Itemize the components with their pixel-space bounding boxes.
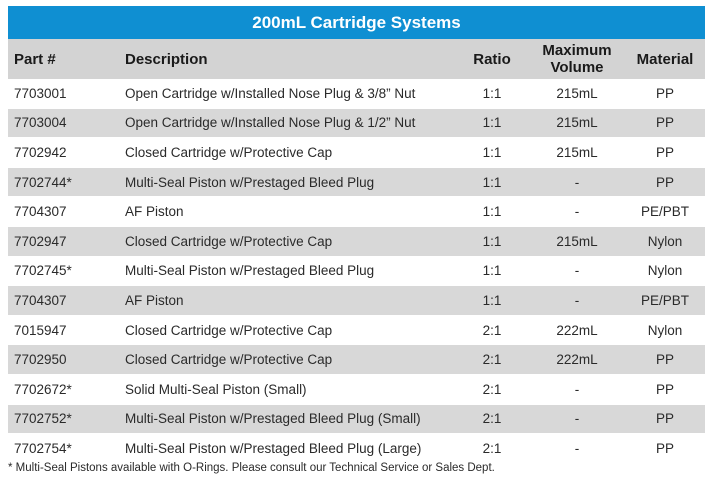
cell-ratio: 1:1 (455, 79, 529, 109)
cell-description: Closed Cartridge w/Protective Cap (119, 315, 455, 346)
header-volume-line1: Maximum (542, 42, 612, 59)
cell-part: 7702947 (8, 226, 119, 257)
table-row: 7704307 AF Piston 1:1- PE/PBT (8, 196, 705, 227)
cell-material: PE/PBT (625, 285, 705, 316)
table-row: 7702672* Solid Multi-Seal Piston (Small) 2… (8, 374, 705, 405)
cell-description: Closed Cartridge w/Protective Cap (119, 137, 455, 168)
cell-ratio: 1:1 (455, 108, 529, 139)
cell-volume: - (529, 404, 625, 435)
cell-ratio: 1:1 (455, 256, 529, 287)
cell-material: PP (625, 433, 705, 464)
cell-material: PP (625, 374, 705, 405)
cell-ratio: 2:1 (455, 404, 529, 435)
header-material: Material (625, 39, 705, 79)
cell-part: 7702754* (8, 433, 119, 464)
cell-material: PP (625, 404, 705, 435)
table-row: 7015947 Closed Cartridge w/Protective Cap… (8, 315, 705, 346)
cell-volume: - (529, 256, 625, 287)
cell-description: AF Piston (119, 196, 455, 227)
cell-volume: 215mL (529, 108, 625, 139)
table-row: 7704307 AF Piston 1:1- PE/PBT (8, 285, 705, 316)
table-row: 7702754* Multi-Seal Piston w/Prestaged Bl… (8, 433, 705, 464)
cell-volume: - (529, 167, 625, 198)
cell-ratio: 1:1 (455, 167, 529, 198)
cell-description: Open Cartridge w/Installed Nose Plug & 1… (119, 108, 455, 139)
cell-volume: - (529, 433, 625, 464)
cell-volume: - (529, 196, 625, 227)
cell-description: Open Cartridge w/Installed Nose Plug & 3… (119, 79, 455, 109)
cell-ratio: 2:1 (455, 315, 529, 346)
cell-part: 7702950 (8, 344, 119, 375)
header-volume-line2: Volume (550, 59, 604, 76)
cell-volume: 215mL (529, 226, 625, 257)
cell-part: 7702745* (8, 256, 119, 287)
cell-ratio: 2:1 (455, 374, 529, 405)
cell-ratio: 2:1 (455, 344, 529, 375)
table-row: 7702950 Closed Cartridge w/Protective Cap… (8, 344, 705, 375)
cell-part: 7702942 (8, 137, 119, 168)
table-row: 7702947 Closed Cartridge w/Protective Cap… (8, 226, 705, 257)
cell-volume: 215mL (529, 137, 625, 168)
table-row: 7702745* Multi-Seal Piston w/Prestaged Bl… (8, 256, 705, 287)
cell-volume: - (529, 285, 625, 316)
cell-description: Closed Cartridge w/Protective Cap (119, 226, 455, 257)
table-row: 7703004 Open Cartridge w/Installed Nose P… (8, 108, 705, 139)
cell-material: PE/PBT (625, 196, 705, 227)
cell-volume: 222mL (529, 315, 625, 346)
cell-material: PP (625, 137, 705, 168)
header-ratio: Ratio (455, 39, 529, 79)
cell-description: Solid Multi-Seal Piston (Small) (119, 374, 455, 405)
cell-part: 7704307 (8, 196, 119, 227)
cell-material: Nylon (625, 256, 705, 287)
cartridge-table: Part # Description Ratio Maximum Volume … (8, 39, 705, 464)
cell-description: Closed Cartridge w/Protective Cap (119, 344, 455, 375)
cell-material: PP (625, 79, 705, 109)
table-row: 7702942 Closed Cartridge w/Protective Cap… (8, 137, 705, 168)
cell-volume: 222mL (529, 344, 625, 375)
table-row: 7703001 Open Cartridge w/Installed Nose P… (8, 79, 705, 109)
cell-material: Nylon (625, 315, 705, 346)
cell-description: Multi-Seal Piston w/Prestaged Bleed Plug… (119, 433, 455, 464)
cell-part: 7702672* (8, 374, 119, 405)
cell-description: Multi-Seal Piston w/Prestaged Bleed Plug (119, 167, 455, 198)
cell-description: AF Piston (119, 285, 455, 316)
header-part: Part # (8, 39, 119, 79)
cell-description: Multi-Seal Piston w/Prestaged Bleed Plug… (119, 404, 455, 435)
cell-ratio: 1:1 (455, 196, 529, 227)
cell-material: Nylon (625, 226, 705, 257)
table-row: 7702752* Multi-Seal Piston w/Prestaged Bl… (8, 404, 705, 435)
cell-description: Multi-Seal Piston w/Prestaged Bleed Plug (119, 256, 455, 287)
cell-part: 7702752* (8, 404, 119, 435)
cell-ratio: 1:1 (455, 285, 529, 316)
header-row: Part # Description Ratio Maximum Volume … (8, 39, 705, 79)
cartridge-table-panel: 200mL Cartridge Systems Part # Descripti… (8, 6, 705, 464)
table-row: 7702744* Multi-Seal Piston w/Prestaged Bl… (8, 167, 705, 198)
cell-material: PP (625, 167, 705, 198)
cell-ratio: 1:1 (455, 137, 529, 168)
table-title: 200mL Cartridge Systems (8, 6, 705, 39)
cell-part: 7015947 (8, 315, 119, 346)
cell-volume: 215mL (529, 79, 625, 109)
cell-material: PP (625, 108, 705, 139)
header-maximum-volume: Maximum Volume (529, 39, 625, 79)
cell-part: 7703004 (8, 108, 119, 139)
header-description: Description (119, 39, 455, 79)
cell-part: 7702744* (8, 167, 119, 198)
cell-volume: - (529, 374, 625, 405)
cell-part: 7703001 (8, 79, 119, 109)
cell-material: PP (625, 344, 705, 375)
cell-ratio: 2:1 (455, 433, 529, 464)
footnote: * Multi-Seal Pistons available with O-Ri… (8, 462, 495, 474)
cell-part: 7704307 (8, 285, 119, 316)
cell-ratio: 1:1 (455, 226, 529, 257)
